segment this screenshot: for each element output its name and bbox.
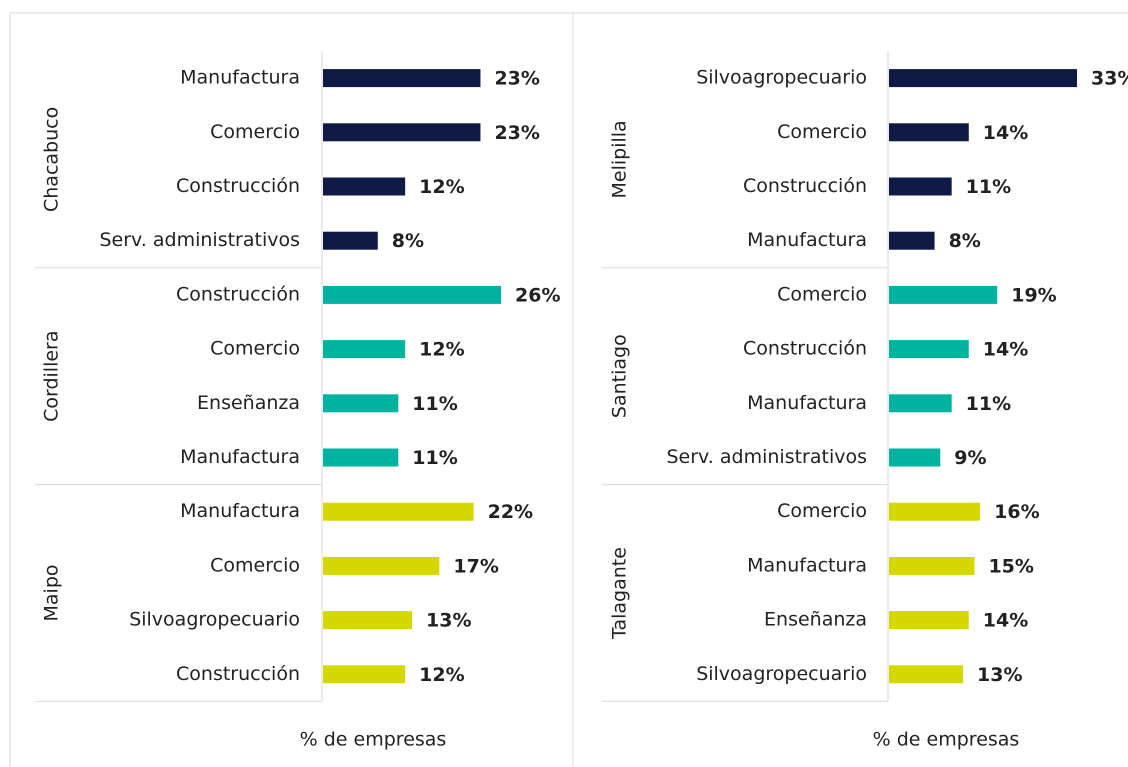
value-label: 23%	[494, 122, 539, 144]
bar	[323, 665, 406, 684]
bar	[889, 177, 952, 196]
bar	[889, 69, 1077, 88]
category-label: Silvoagropecuario	[129, 609, 300, 631]
bar	[323, 285, 501, 304]
category-label: Construcción	[743, 175, 867, 197]
bar	[323, 556, 440, 575]
value-label: 23%	[494, 68, 539, 90]
group-label: Chacabuco	[41, 107, 63, 212]
bar	[889, 665, 964, 684]
bar	[889, 123, 969, 142]
category-label: Enseñanza	[197, 392, 300, 414]
value-label: 33%	[1091, 68, 1128, 90]
category-label: Manufactura	[747, 392, 867, 414]
category-label: Comercio	[210, 554, 300, 576]
category-label: Manufactura	[180, 446, 300, 468]
category-label: Construcción	[743, 338, 867, 360]
value-label: 8%	[392, 230, 424, 252]
value-label: 15%	[988, 555, 1033, 577]
group-label: Santiago	[609, 334, 631, 418]
category-label: Serv. administrativos	[99, 229, 300, 251]
value-label: 26%	[515, 284, 560, 306]
bar	[323, 340, 406, 359]
bar	[323, 177, 406, 196]
bar	[889, 502, 981, 521]
value-label: 13%	[426, 610, 471, 632]
category-label: Silvoagropecuario	[696, 663, 867, 685]
category-label: Manufactura	[747, 554, 867, 576]
category-label: Construcción	[176, 663, 300, 685]
category-label: Serv. administrativos	[666, 446, 867, 468]
category-label: Enseñanza	[764, 609, 867, 631]
value-label: 8%	[949, 230, 981, 252]
bar	[889, 448, 941, 467]
bar	[889, 285, 998, 304]
category-label: Comercio	[777, 283, 867, 305]
value-label: 11%	[966, 393, 1011, 415]
bar	[889, 611, 969, 630]
category-label: Comercio	[210, 338, 300, 360]
value-label: 12%	[419, 339, 464, 361]
x-axis-label: % de empresas	[300, 729, 447, 751]
group-label: Cordillera	[41, 330, 63, 421]
group-label: Talagante	[609, 547, 631, 640]
bar	[323, 611, 412, 630]
bar	[323, 123, 481, 142]
category-label: Manufactura	[180, 67, 300, 89]
bar	[323, 502, 474, 521]
value-label: 14%	[983, 339, 1028, 361]
category-label: Construcción	[176, 283, 300, 305]
bar	[889, 556, 975, 575]
group-label: Melipilla	[609, 120, 631, 198]
group-label: Maipo	[41, 565, 63, 622]
category-label: Silvoagropecuario	[696, 67, 867, 89]
category-label: Manufactura	[747, 229, 867, 251]
category-label: Construcción	[176, 175, 300, 197]
value-label: 14%	[983, 122, 1028, 144]
x-axis-label: % de empresas	[873, 729, 1020, 751]
bar	[323, 394, 399, 413]
bar	[323, 231, 378, 250]
category-label: Comercio	[210, 121, 300, 143]
value-label: 22%	[488, 501, 533, 523]
category-label: Comercio	[777, 500, 867, 522]
bar	[889, 231, 935, 250]
value-label: 11%	[966, 176, 1011, 198]
value-label: 9%	[954, 447, 986, 469]
bar	[889, 394, 952, 413]
value-label: 14%	[983, 610, 1028, 632]
value-label: 11%	[412, 447, 457, 469]
value-label: 13%	[977, 664, 1022, 686]
bar	[323, 69, 481, 88]
category-label: Manufactura	[180, 500, 300, 522]
bar	[889, 340, 969, 359]
value-label: 17%	[453, 555, 498, 577]
value-label: 16%	[994, 501, 1039, 523]
value-label: 12%	[419, 176, 464, 198]
value-label: 12%	[419, 664, 464, 686]
value-label: 11%	[412, 393, 457, 415]
bar	[323, 448, 399, 467]
category-label: Comercio	[777, 121, 867, 143]
value-label: 19%	[1011, 284, 1056, 306]
